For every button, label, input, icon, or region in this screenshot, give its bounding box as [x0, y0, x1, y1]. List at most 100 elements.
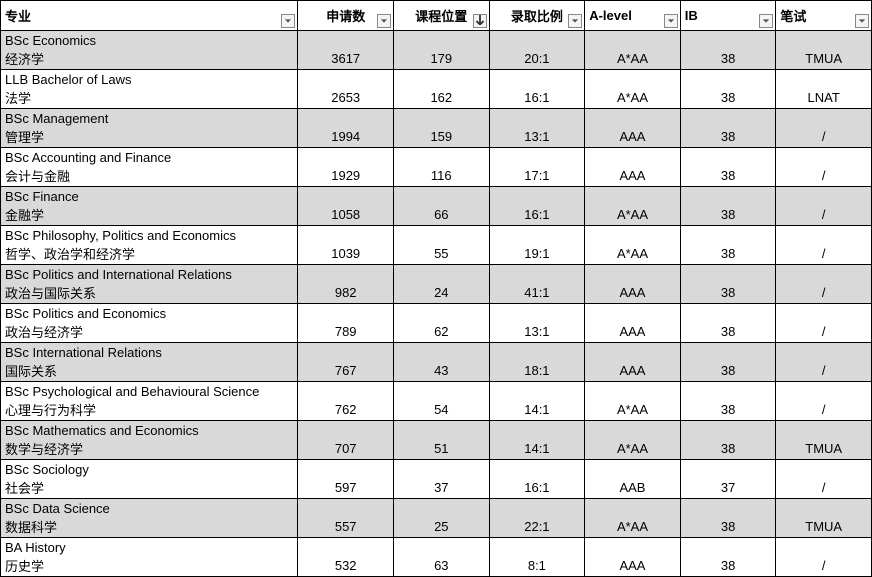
table-row: BSc Mathematics and Economics7075114:1A*… [1, 421, 872, 441]
cell-ib: 37 [680, 460, 776, 499]
cell-alevel: A*AA [585, 226, 681, 265]
data-table: 专业 申请数 课程位置 录取比例 A-level IB [0, 0, 872, 577]
filter-icon[interactable] [281, 14, 295, 28]
table-row: BSc Accounting and Finance192911617:1AAA… [1, 148, 872, 168]
table-row: BSc Politics and Economics7896213:1AAA38… [1, 304, 872, 324]
cell-test: TMUA [776, 499, 872, 538]
major-en: BSc Mathematics and Economics [1, 421, 298, 441]
cell-ratio: 16:1 [489, 187, 585, 226]
cell-test: / [776, 226, 872, 265]
table-row: BSc Finance10586616:1A*AA38/ [1, 187, 872, 207]
col-exam: 笔试 [776, 1, 872, 31]
cell-ib: 38 [680, 382, 776, 421]
cell-ib: 38 [680, 31, 776, 70]
cell-apps: 2653 [298, 70, 394, 109]
cell-ib: 38 [680, 226, 776, 265]
cell-apps: 532 [298, 538, 394, 577]
cell-apps: 597 [298, 460, 394, 499]
cell-apps: 982 [298, 265, 394, 304]
cell-alevel: AAA [585, 304, 681, 343]
cell-apps: 707 [298, 421, 394, 460]
cell-ratio: 22:1 [489, 499, 585, 538]
major-en: LLB Bachelor of Laws [1, 70, 298, 90]
cell-apps: 767 [298, 343, 394, 382]
col-major: 专业 [1, 1, 298, 31]
cell-places: 51 [394, 421, 490, 460]
cell-ratio: 13:1 [489, 304, 585, 343]
major-cn: 国际关系 [1, 362, 298, 382]
cell-ib: 38 [680, 70, 776, 109]
filter-icon[interactable] [568, 14, 582, 28]
cell-apps: 1039 [298, 226, 394, 265]
col-label: 笔试 [780, 9, 806, 24]
col-places: 课程位置 [394, 1, 490, 31]
cell-test: TMUA [776, 421, 872, 460]
cell-ratio: 16:1 [489, 460, 585, 499]
cell-places: 116 [394, 148, 490, 187]
cell-ratio: 17:1 [489, 148, 585, 187]
filter-icon[interactable] [377, 14, 391, 28]
cell-test: / [776, 538, 872, 577]
cell-ratio: 16:1 [489, 70, 585, 109]
cell-apps: 557 [298, 499, 394, 538]
cell-alevel: A*AA [585, 382, 681, 421]
table-row: BSc International Relations7674318:1AAA3… [1, 343, 872, 363]
cell-alevel: AAB [585, 460, 681, 499]
col-label: 课程位置 [415, 9, 467, 24]
cell-ratio: 13:1 [489, 109, 585, 148]
cell-places: 55 [394, 226, 490, 265]
cell-test: / [776, 187, 872, 226]
cell-test: / [776, 460, 872, 499]
major-cn: 管理学 [1, 128, 298, 148]
cell-places: 24 [394, 265, 490, 304]
major-en: BSc Psychological and Behavioural Scienc… [1, 382, 298, 402]
col-ratio: 录取比例 [489, 1, 585, 31]
cell-ib: 38 [680, 187, 776, 226]
cell-alevel: AAA [585, 343, 681, 382]
cell-places: 159 [394, 109, 490, 148]
cell-alevel: A*AA [585, 187, 681, 226]
major-en: BSc Sociology [1, 460, 298, 480]
major-en: BSc Politics and International Relations [1, 265, 298, 285]
cell-alevel: A*AA [585, 31, 681, 70]
major-en: BA History [1, 538, 298, 558]
cell-test: / [776, 382, 872, 421]
cell-places: 63 [394, 538, 490, 577]
major-cn: 政治与国际关系 [1, 284, 298, 304]
cell-apps: 1929 [298, 148, 394, 187]
cell-apps: 3617 [298, 31, 394, 70]
cell-ratio: 8:1 [489, 538, 585, 577]
major-cn: 会计与金融 [1, 167, 298, 187]
cell-ratio: 19:1 [489, 226, 585, 265]
cell-ib: 38 [680, 148, 776, 187]
cell-test: LNAT [776, 70, 872, 109]
table-body: BSc Economics361717920:1A*AA38TMUA经济学LLB… [1, 31, 872, 577]
cell-apps: 789 [298, 304, 394, 343]
cell-test: / [776, 109, 872, 148]
cell-places: 43 [394, 343, 490, 382]
filter-icon[interactable] [664, 14, 678, 28]
major-cn: 经济学 [1, 50, 298, 70]
filter-icon[interactable] [759, 14, 773, 28]
major-cn: 心理与行为科学 [1, 401, 298, 421]
cell-alevel: A*AA [585, 499, 681, 538]
cell-apps: 762 [298, 382, 394, 421]
cell-ratio: 20:1 [489, 31, 585, 70]
cell-ratio: 14:1 [489, 421, 585, 460]
major-en: BSc Politics and Economics [1, 304, 298, 324]
cell-alevel: AAA [585, 148, 681, 187]
cell-ib: 38 [680, 304, 776, 343]
col-applications: 申请数 [298, 1, 394, 31]
cell-places: 162 [394, 70, 490, 109]
cell-alevel: AAA [585, 109, 681, 148]
filter-icon[interactable] [855, 14, 869, 28]
col-label: A-level [589, 8, 632, 23]
sort-desc-icon[interactable] [473, 14, 487, 28]
cell-apps: 1994 [298, 109, 394, 148]
cell-places: 25 [394, 499, 490, 538]
table-row: BSc Economics361717920:1A*AA38TMUA [1, 31, 872, 51]
cell-apps: 1058 [298, 187, 394, 226]
table-row: BSc Philosophy, Politics and Economics10… [1, 226, 872, 246]
cell-alevel: AAA [585, 265, 681, 304]
major-en: BSc Finance [1, 187, 298, 207]
